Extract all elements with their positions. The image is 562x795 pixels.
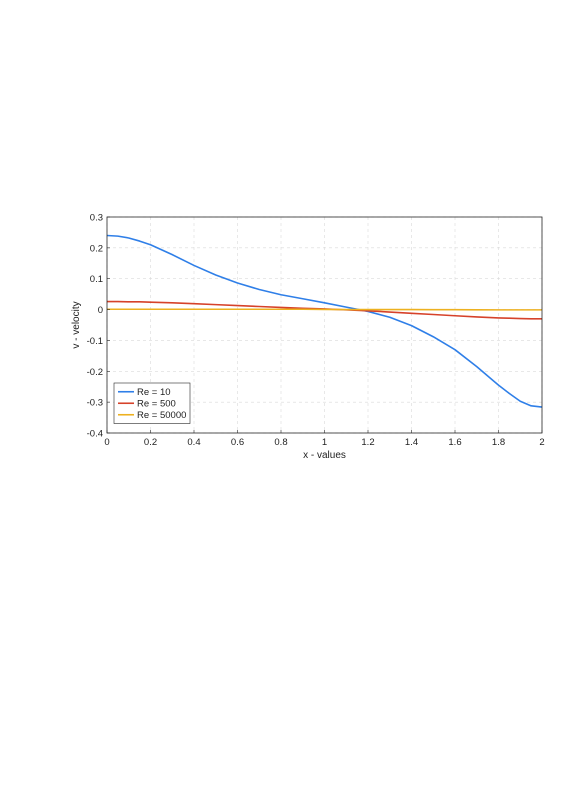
y-tick-label: 0.3 xyxy=(90,213,103,224)
x-tick-label: 0.6 xyxy=(231,437,244,448)
y-axis-label: v - velocity xyxy=(71,301,82,348)
y-tick-label: -0.1 xyxy=(87,336,103,347)
y-tick-label: 0 xyxy=(98,305,103,316)
ticks: 0 0.2 0.4 0.6 0.8 1 1.2 1.4 1.6 1.8 2 -0.4 -0.3 -0.2 -… xyxy=(87,213,545,449)
x-tick-label: 1.6 xyxy=(448,437,461,448)
x-tick-label: 0.2 xyxy=(144,437,157,448)
x-tick-label: 1 xyxy=(322,437,327,448)
series-line-3 xyxy=(107,308,542,311)
x-tick-label: 0 xyxy=(104,437,109,448)
x-tick-label: 1.2 xyxy=(361,437,374,448)
y-tick-label: 0.1 xyxy=(90,274,103,285)
y-tick-label: -0.3 xyxy=(87,398,103,409)
y-tick-label: 0.2 xyxy=(90,243,103,254)
x-tick-label: 0.4 xyxy=(187,437,200,448)
legend-label: Re = 10 xyxy=(137,387,171,398)
x-axis-label: x - values xyxy=(303,450,346,461)
x-tick-label: 2 xyxy=(539,437,544,448)
series-line-1 xyxy=(106,234,543,408)
x-tick-label: 0.8 xyxy=(274,437,287,448)
legend-label: Re = 50000 xyxy=(137,410,186,421)
y-tick-label: -0.2 xyxy=(87,367,103,378)
series-layer xyxy=(106,234,543,408)
x-tick-label: 1.4 xyxy=(405,437,418,448)
x-tick-label: 1.8 xyxy=(492,437,505,448)
legend-label: Re = 500 xyxy=(137,399,176,410)
y-tick-label: -0.4 xyxy=(87,429,103,440)
